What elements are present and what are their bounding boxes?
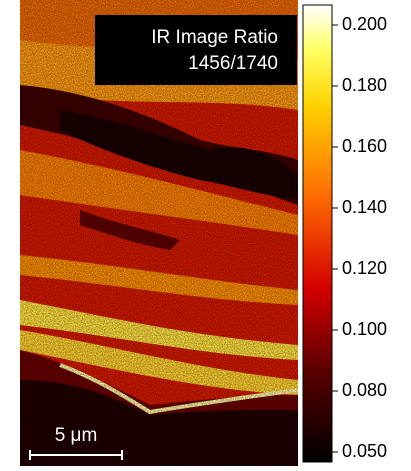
colorbar-tick-label: 0.160 (342, 136, 387, 156)
image-subtitle: 1456/1740 (188, 53, 278, 74)
colorbar-tick-label: 0.120 (342, 258, 387, 278)
colorbar (302, 4, 333, 463)
colorbar-tick-label: 0.200 (342, 14, 387, 34)
scale-bar-label: 5 μm (55, 425, 98, 446)
image-title: IR Image Ratio (151, 27, 278, 48)
colorbar-tick-label: 0.100 (342, 319, 387, 339)
colorbar-tick-label: 0.140 (342, 197, 387, 217)
scale-bar (29, 450, 123, 460)
colorbar-tick-label: 0.050 (342, 441, 387, 461)
colorbar-tick-label: 0.180 (342, 75, 387, 95)
colorbar-tick-label: 0.080 (342, 380, 387, 400)
title-box (95, 15, 297, 85)
